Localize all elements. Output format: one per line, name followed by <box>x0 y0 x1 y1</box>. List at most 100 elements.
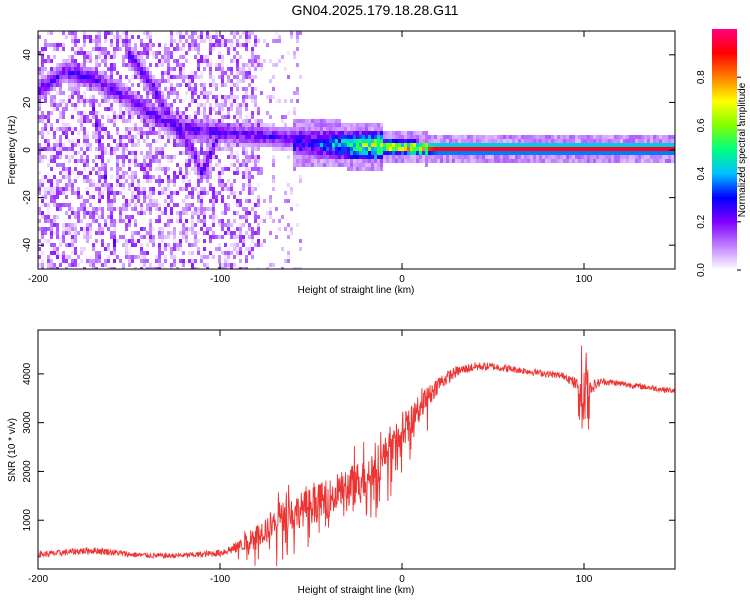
heatmap-cell <box>236 119 239 123</box>
heatmap-cell <box>59 163 62 167</box>
heatmap-cell <box>419 151 422 155</box>
heatmap-cell <box>182 263 185 267</box>
heatmap-cell <box>89 99 92 103</box>
heatmap-cell <box>146 55 149 59</box>
heatmap-cell <box>326 135 329 139</box>
heatmap-cell <box>215 127 218 131</box>
heatmap-cell <box>608 135 611 139</box>
heatmap-cell <box>323 143 326 147</box>
heatmap-cell <box>218 235 221 239</box>
heatmap-cell <box>293 135 296 139</box>
heatmap-cell <box>452 143 455 147</box>
heatmap-cell <box>134 195 137 199</box>
heatmap-cell <box>248 127 251 131</box>
heatmap-cell <box>233 131 236 135</box>
heatmap-cell <box>164 243 167 247</box>
heatmap-cell <box>272 187 275 191</box>
heatmap-cell <box>146 119 149 123</box>
heatmap-cell <box>257 215 260 219</box>
heatmap-cell <box>47 163 50 167</box>
heatmap-cell <box>200 219 203 223</box>
heatmap-cell <box>131 199 134 203</box>
heatmap-cell <box>464 159 467 163</box>
heatmap-cell <box>38 155 41 159</box>
heatmap-cell <box>107 267 110 269</box>
heatmap-cell <box>218 147 221 151</box>
heatmap-cell <box>230 263 233 267</box>
heatmap-cell <box>425 143 428 147</box>
heatmap-cell <box>584 155 587 159</box>
heatmap-cell <box>179 167 182 171</box>
heatmap-cell <box>161 267 164 269</box>
heatmap-cell <box>491 147 494 151</box>
heatmap-cell <box>359 131 362 135</box>
heatmap-cell <box>521 135 524 139</box>
heatmap-cell <box>59 187 62 191</box>
heatmap-cell <box>218 255 221 259</box>
heatmap-cell <box>128 251 131 255</box>
heatmap-cell <box>59 191 62 195</box>
heatmap-cell <box>131 51 134 55</box>
heatmap-cell <box>137 71 140 75</box>
heatmap-cell <box>224 263 227 267</box>
heatmap-cell <box>185 83 188 87</box>
heatmap-cell <box>197 155 200 159</box>
heatmap-cell <box>338 147 341 151</box>
heatmap-cell <box>374 131 377 135</box>
heatmap-cell <box>632 139 635 143</box>
heatmap-cell <box>377 151 380 155</box>
heatmap-cell <box>53 219 56 223</box>
heatmap-cell <box>671 151 674 155</box>
y-tick-label: 2000 <box>22 460 33 483</box>
heatmap-cell <box>125 147 128 151</box>
heatmap-cell <box>71 63 74 67</box>
heatmap-cell <box>254 143 257 147</box>
heatmap-cell <box>131 183 134 187</box>
heatmap-cell <box>59 79 62 83</box>
heatmap-cell <box>473 147 476 151</box>
heatmap-cell <box>257 167 260 171</box>
heatmap-cell <box>317 127 320 131</box>
heatmap-cell <box>182 235 185 239</box>
heatmap-cell <box>185 51 188 55</box>
heatmap-cell <box>173 87 176 91</box>
heatmap-cell <box>368 151 371 155</box>
heatmap-cell <box>245 87 248 91</box>
heatmap-cell <box>206 255 209 259</box>
heatmap-cell <box>110 87 113 91</box>
heatmap-cell <box>74 223 77 227</box>
heatmap-cell <box>257 231 260 235</box>
heatmap-cell <box>569 155 572 159</box>
heatmap-cell <box>245 143 248 147</box>
heatmap-cell <box>92 83 95 87</box>
y-tick-label: 20 <box>22 96 33 108</box>
heatmap-cell <box>458 155 461 159</box>
heatmap-cell <box>236 59 239 63</box>
heatmap-cell <box>416 155 419 159</box>
heatmap-cell <box>371 151 374 155</box>
heatmap-cell <box>242 147 245 151</box>
heatmap-cell <box>338 123 341 127</box>
heatmap-cell <box>263 59 266 63</box>
heatmap-cell <box>128 163 131 167</box>
heatmap-cell <box>77 103 80 107</box>
heatmap-cell <box>365 127 368 131</box>
heatmap-cell <box>191 167 194 171</box>
heatmap-cell <box>209 227 212 231</box>
heatmap-cell <box>98 199 101 203</box>
heatmap-cell <box>164 111 167 115</box>
heatmap-cell <box>611 151 614 155</box>
heatmap-cell <box>230 231 233 235</box>
heatmap-cell <box>125 255 128 259</box>
heatmap-cell <box>215 247 218 251</box>
heatmap-cell <box>152 175 155 179</box>
heatmap-cell <box>206 139 209 143</box>
heatmap-cell <box>377 159 380 163</box>
heatmap-cell <box>317 159 320 163</box>
heatmap-cell <box>209 251 212 255</box>
heatmap-cell <box>101 79 104 83</box>
heatmap-cell <box>161 111 164 115</box>
heatmap-cell <box>65 187 68 191</box>
heatmap-cell <box>665 139 668 143</box>
heatmap-cell <box>212 211 215 215</box>
